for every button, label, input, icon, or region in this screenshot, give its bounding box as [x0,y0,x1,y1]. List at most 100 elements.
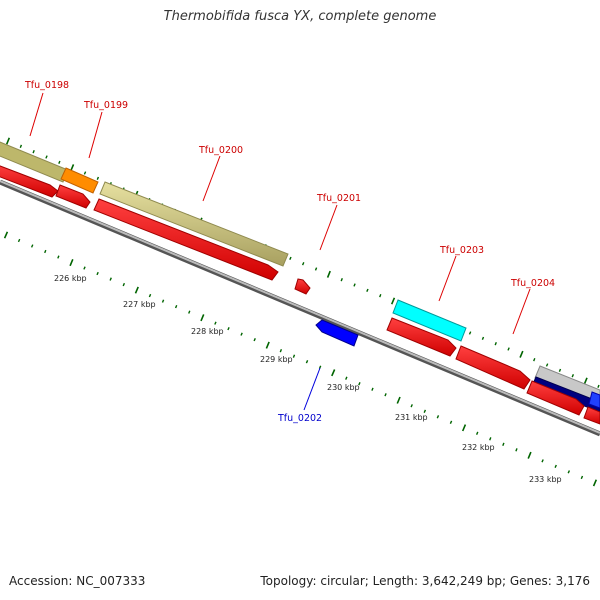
inner-tick-track [3,231,598,487]
gene-labels: Tfu_0198 Tfu_0199 Tfu_0200 Tfu_0201 Tfu_… [24,80,555,424]
gene-arrow-next-2[interactable] [583,406,600,425]
scale-label: 232 kbp [462,443,495,452]
gene-arrow-tfu-0204[interactable] [455,345,531,390]
outer-tick-mark [545,363,549,367]
feature-bar-khaki-1[interactable] [0,140,69,183]
outer-tick-mark [5,137,11,145]
inner-tick-mark [161,299,165,303]
outer-tick-mark [597,384,600,388]
genome-summary-text: Topology: circular; Length: 3,642,249 bp… [260,574,590,588]
inner-tick-mark [30,244,34,248]
outer-tick-mark [19,144,23,148]
gene-label[interactable]: Tfu_0203 [439,245,484,256]
inner-tick-mark [502,442,505,446]
gene-arrow-tfu-0202[interactable] [315,319,359,347]
inner-tick-mark [292,354,296,358]
inner-tick-mark [3,231,9,239]
gene-arrow-tfu-0198[interactable] [0,164,59,198]
inner-tick-mark [396,396,401,404]
gene-arrow-next-1[interactable] [526,380,585,416]
inner-tick-mark [554,464,557,468]
outer-tick-mark [468,331,472,335]
gene-arrow-tfu-0200[interactable] [93,198,279,281]
outer-tick-mark [32,150,35,154]
feature-bar-blue-small[interactable] [588,391,600,409]
outer-tick-mark [366,288,369,292]
gene-label[interactable]: Tfu_0200 [198,145,243,156]
inner-tick-mark [515,448,518,452]
feature-bar-khaki-2[interactable] [99,181,289,267]
outer-tick-mark [289,256,292,260]
inner-tick-mark [475,431,479,435]
cds-track [0,164,600,425]
inner-tick-mark [134,286,139,294]
inner-tick-mark [423,409,427,413]
gene-label[interactable]: Tfu_0204 [510,278,555,289]
scale-label: 226 kbp [54,274,87,283]
scale-label: 233 kbp [529,475,562,484]
inner-tick-mark [17,238,21,243]
feature-bar-cyan[interactable] [392,299,467,342]
scale-label: 229 kbp [260,355,293,364]
outer-tick-mark [340,278,343,282]
gene-arrow-tfu-0203[interactable] [386,317,457,357]
outer-tick-mark [533,358,536,362]
inner-tick-mark [567,470,571,474]
accession-text: Accession: NC_007333 [9,574,146,588]
scale-label: 231 kbp [395,413,428,422]
inner-tick-mark [240,332,243,336]
genome-backbone [0,179,600,437]
inner-tick-mark [253,338,256,342]
outer-tick-mark [326,270,331,278]
feature-bar-grey[interactable] [534,365,600,404]
outer-tick-track [5,137,600,388]
inner-tick-mark [305,360,309,364]
inner-tick-mark [449,420,453,424]
gene-label[interactable]: Tfu_0201 [316,193,361,204]
inner-tick-mark [57,255,60,259]
inner-tick-mark [122,282,126,287]
inner-tick-mark [527,451,532,459]
inner-tick-mark [331,369,336,377]
gene-arrow-tfu-0201[interactable] [294,278,311,295]
inner-tick-mark [44,249,47,254]
outer-tick-mark [301,262,305,266]
inner-tick-mark [69,258,74,267]
inner-tick-mark [109,277,112,281]
inner-tick-mark [188,310,191,314]
scale-label: 230 kbp [327,383,360,392]
outer-tick-mark [45,155,48,159]
outer-tick-mark [558,368,562,372]
outer-tick-mark [83,171,87,175]
inner-tick-mark [279,349,283,353]
gene-label[interactable]: Tfu_0198 [24,80,69,91]
inner-tick-mark [489,437,492,441]
inner-tick-mark [436,415,440,419]
inner-tick-mark [384,393,387,397]
inner-tick-mark [265,341,270,349]
feature-bar-orange[interactable] [60,167,99,194]
map-title: Thermobifida fusca YX, complete genome [163,9,437,24]
gene-arrow-tfu-0199[interactable] [55,184,91,209]
outer-tick-mark [353,283,356,287]
inner-tick-mark [174,304,178,309]
outer-tick-mark [379,294,382,298]
inner-tick-mark [96,271,99,276]
inner-tick-mark [461,424,467,432]
outer-tick-mark [494,342,497,346]
inner-tick-mark [592,479,598,487]
outer-tick-mark [519,350,524,358]
gene-label[interactable]: Tfu_0199 [83,100,128,111]
scale-label: 227 kbp [123,300,156,309]
inner-tick-mark [541,459,544,463]
inner-tick-mark [580,475,584,480]
inner-tick-mark [410,404,413,408]
outer-tick-mark [583,377,588,385]
gene-label-leaders [29,92,531,411]
inner-tick-mark [200,314,205,322]
inner-tick-mark [345,376,348,380]
outer-tick-mark [481,336,485,340]
gene-label[interactable]: Tfu_0202 [277,413,322,424]
inner-tick-mark [148,293,152,298]
